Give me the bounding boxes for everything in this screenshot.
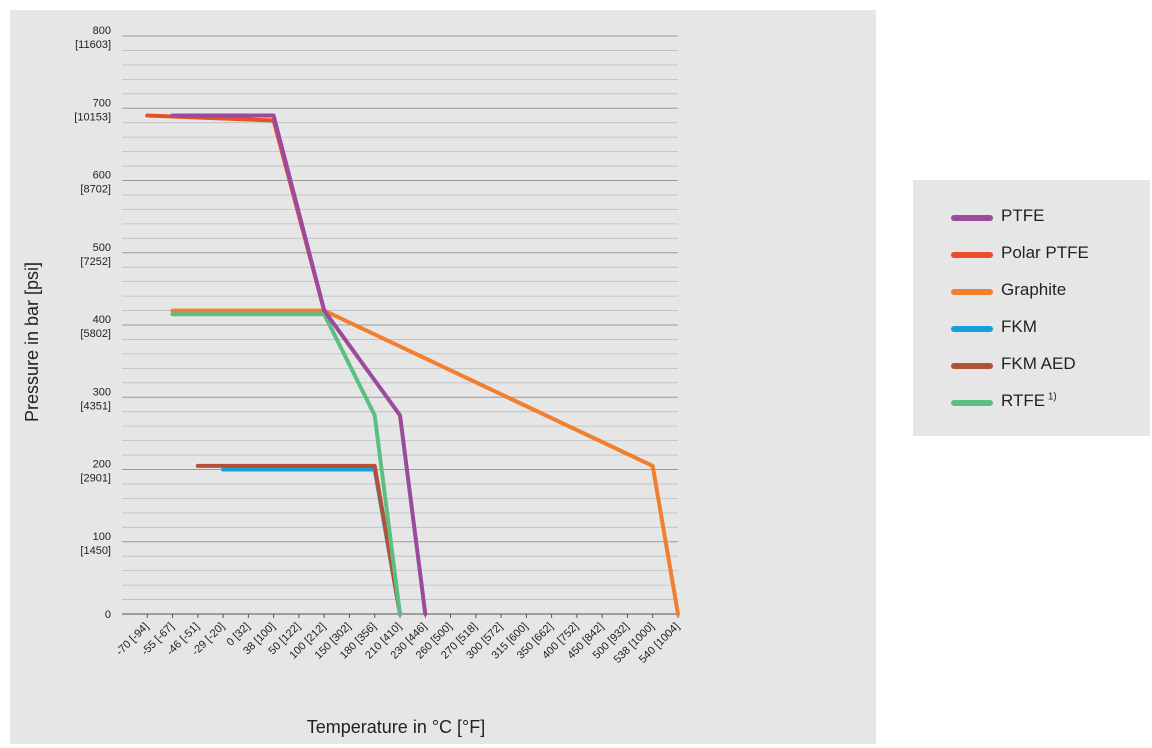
y-tick-label-psi: [5802] [80,328,111,340]
legend-swatch-fkm-aed [951,363,993,369]
y-tick-label-bar: 100 [93,531,111,543]
y-tick-label-psi: [7252] [80,256,111,268]
y-tick-label-bar: 600 [93,170,111,182]
legend-label-fkm: FKM [1001,317,1037,336]
legend-label-fkm-aed: FKM AED [1001,354,1076,373]
y-tick-label-bar: 0 [105,609,111,621]
legend-swatch-rtfe [951,400,993,406]
legend-swatch-fkm [951,326,993,332]
series-line-rtfe [170,312,402,616]
x-axis-label: Temperature in °C [°F] [307,717,485,737]
y-tick-label-bar: 500 [93,242,111,254]
legend-label-graphite: Graphite [1001,280,1067,299]
legend-swatch-ptfe [951,215,993,221]
legend-swatch-polar-ptfe [951,252,993,258]
y-tick-label-bar: 300 [93,386,111,398]
plot-panel [10,10,876,744]
y-tick-label-psi: [11603] [75,39,111,51]
y-tick-label-psi: [2901] [80,473,111,485]
y-tick-label-bar: 700 [93,97,111,109]
series-line-ptfe [170,113,428,616]
y-tick-label-psi: [1450] [80,545,111,557]
y-tick-label-psi: [4351] [80,400,111,412]
series-line-graphite [170,308,680,616]
y-tick-label-psi: [10153] [74,111,111,123]
legend-label-ptfe: PTFE [1001,206,1045,225]
legend-label-rtfe: RTFE 1) [1001,391,1057,410]
y-tick-label-bar: 400 [93,314,111,326]
y-tick-label-psi: [8702] [80,184,111,196]
series-line-fkm-aed [195,463,402,616]
legend-label-polar-ptfe: Polar PTFE [1001,243,1089,262]
legend-footnote-marker: 1) [1045,391,1057,403]
legend-swatch-graphite [951,289,993,295]
y-tick-label-bar: 800 [93,25,111,37]
y-axis-label: Pressure in bar [psi] [22,262,42,422]
y-tick-label-bar: 200 [93,459,111,471]
legend: PTFE Polar PTFE Graphite FKM FKM AED RTFE 1) [913,180,1150,436]
